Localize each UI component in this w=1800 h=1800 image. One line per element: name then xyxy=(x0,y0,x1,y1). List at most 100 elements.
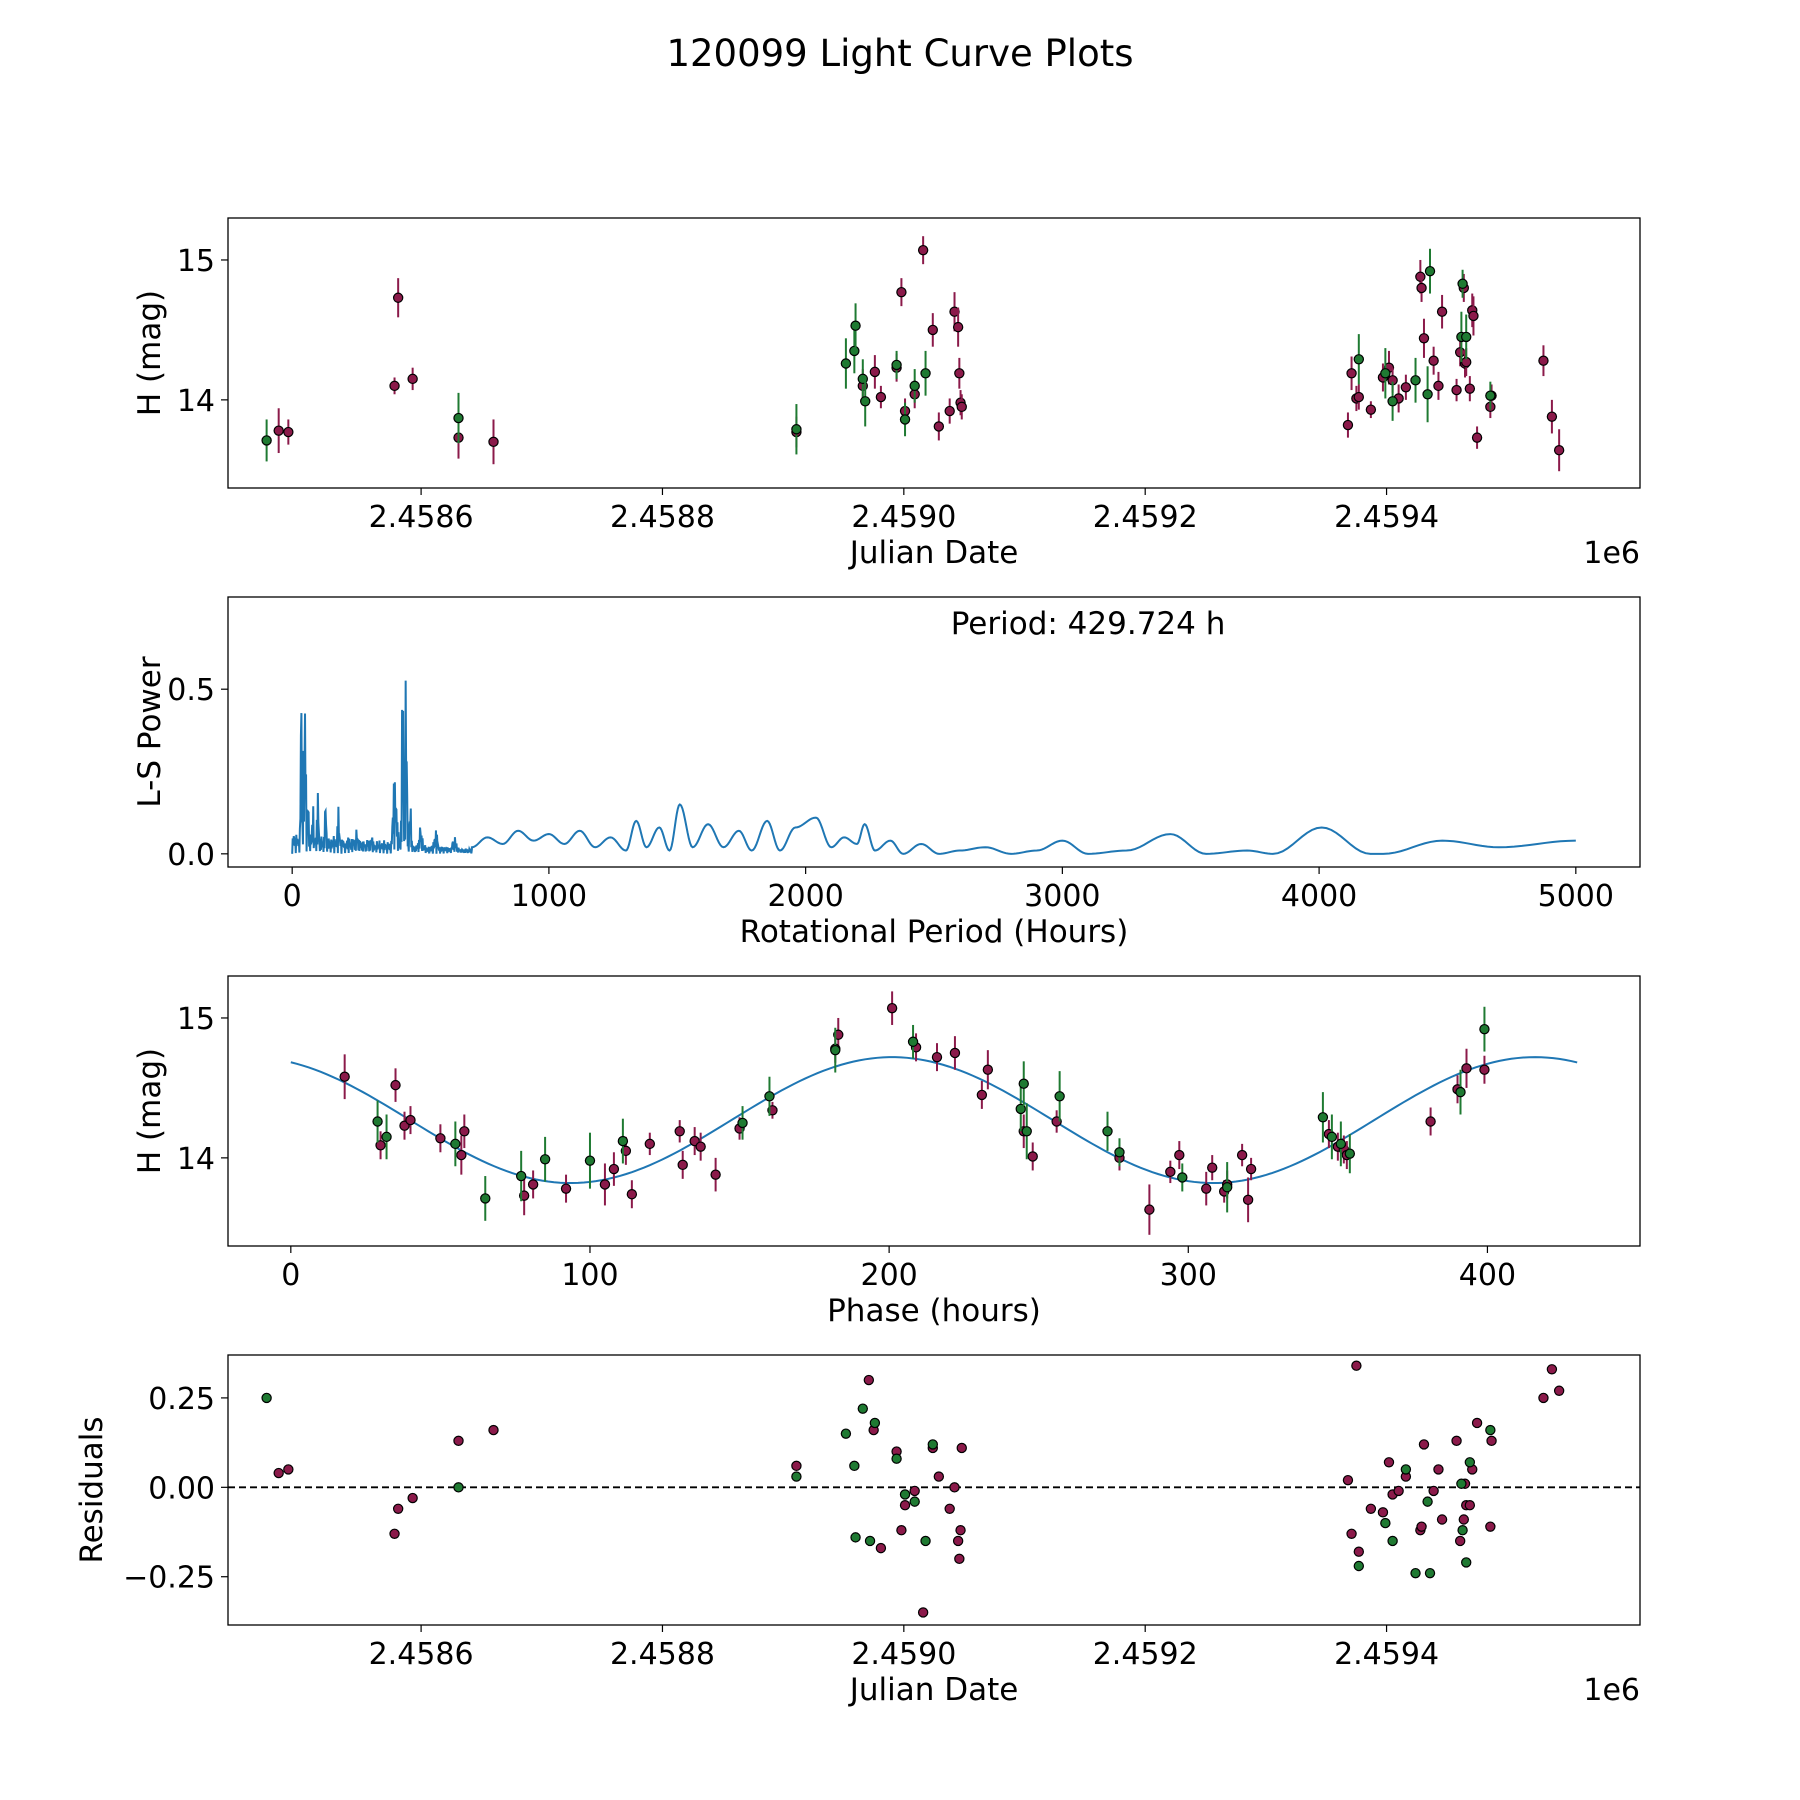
data-point xyxy=(830,1044,841,1056)
data-point xyxy=(909,1485,920,1497)
y-tick-label: 15 xyxy=(177,244,215,279)
data-point xyxy=(869,1417,881,1429)
data-point xyxy=(1485,390,1496,401)
series-purple xyxy=(273,236,1565,472)
data-point xyxy=(1144,1204,1155,1215)
data-point xyxy=(952,1535,964,1547)
data-point xyxy=(1433,1464,1444,1475)
data-point xyxy=(1015,1103,1026,1115)
data-point xyxy=(1400,382,1412,393)
data-point xyxy=(599,1179,611,1190)
data-point xyxy=(927,1439,938,1450)
data-point xyxy=(375,1140,386,1151)
data-point xyxy=(976,1089,988,1101)
data-point xyxy=(1451,384,1462,396)
data-point xyxy=(931,1051,943,1063)
data-point xyxy=(1425,1116,1436,1127)
data-point xyxy=(527,1179,539,1190)
x-tick-label: 5000 xyxy=(1538,879,1614,914)
data-point xyxy=(909,1496,920,1507)
data-point xyxy=(1424,265,1436,277)
series-green xyxy=(261,1392,1496,1579)
data-point xyxy=(933,1471,945,1482)
data-point xyxy=(952,321,964,333)
data-point xyxy=(1461,1063,1472,1074)
data-point xyxy=(737,1117,748,1129)
x-axis-label: Julian Date xyxy=(848,1672,1019,1708)
data-point xyxy=(764,1091,775,1102)
data-point xyxy=(1380,1517,1391,1529)
data-point xyxy=(453,1482,464,1493)
data-point xyxy=(389,1528,400,1540)
data-point xyxy=(917,1607,929,1618)
data-point xyxy=(1177,1172,1188,1183)
y-tick-label: 14 xyxy=(177,384,215,419)
data-point xyxy=(944,405,955,417)
data-point xyxy=(891,1453,902,1464)
series-purple xyxy=(273,1360,1565,1618)
data-point xyxy=(791,1471,802,1482)
data-point xyxy=(899,414,911,425)
x-tick-label: 0 xyxy=(283,879,302,914)
data-point xyxy=(1458,1514,1470,1525)
data-point xyxy=(381,1131,392,1143)
data-point xyxy=(1454,1535,1466,1547)
data-point xyxy=(695,1141,706,1152)
x-tick-label: 2.4594 xyxy=(1334,500,1439,535)
data-point xyxy=(1351,1360,1362,1371)
fit-curve xyxy=(290,1056,1578,1185)
data-point xyxy=(869,366,881,378)
y-axis-label: L-S Power xyxy=(132,656,168,807)
data-point xyxy=(1538,1392,1549,1404)
data-point xyxy=(1553,1385,1565,1396)
data-point xyxy=(1342,1474,1354,1486)
data-point xyxy=(435,1133,446,1144)
data-point xyxy=(372,1116,383,1127)
data-point xyxy=(955,1525,966,1536)
data-point xyxy=(1424,1567,1436,1579)
data-point xyxy=(1365,404,1377,415)
data-point xyxy=(273,425,284,436)
data-point xyxy=(608,1163,620,1175)
data-point xyxy=(710,1169,721,1180)
x-tick-label: 400 xyxy=(1459,1258,1516,1293)
y-tick-label: −0.25 xyxy=(123,1561,215,1596)
series-green xyxy=(261,248,1496,462)
y-tick-label: 0.25 xyxy=(148,1382,215,1417)
data-point xyxy=(1201,1183,1212,1194)
data-point xyxy=(849,345,860,357)
periodogram-line xyxy=(291,680,1576,855)
data-point xyxy=(1377,1507,1389,1518)
x-tick-label: 300 xyxy=(1160,1258,1217,1293)
data-point xyxy=(1422,389,1433,400)
y-tick-label: 14 xyxy=(177,1142,215,1177)
data-point xyxy=(1410,1567,1421,1579)
data-point xyxy=(459,1126,470,1137)
x-tick-label: 2.4590 xyxy=(851,1637,956,1672)
data-point xyxy=(1346,1528,1357,1540)
data-point xyxy=(390,1079,401,1091)
data-point xyxy=(1457,1525,1468,1536)
data-point xyxy=(1387,1535,1398,1547)
data-point xyxy=(860,396,871,407)
data-point xyxy=(899,1489,911,1500)
data-point xyxy=(1479,1023,1490,1035)
data-point xyxy=(850,320,861,331)
data-point xyxy=(450,1138,461,1150)
data-point xyxy=(1468,310,1479,322)
data-point xyxy=(920,368,931,379)
residuals-panel: 2.4586 2.4588 2.4590 2.4592 2.4594 0.25 0.00 −0… xyxy=(74,1354,1641,1708)
x-tick-label: 2.4590 xyxy=(851,500,956,535)
data-point xyxy=(949,1482,960,1493)
data-point xyxy=(1457,278,1468,289)
data-point xyxy=(886,1002,898,1014)
data-point xyxy=(864,1535,876,1547)
data-point xyxy=(453,1435,464,1447)
data-point xyxy=(1245,1163,1257,1175)
data-point xyxy=(392,1503,404,1514)
data-point xyxy=(1102,1126,1113,1137)
figure-title: 120099 Light Curve Plots xyxy=(666,32,1133,75)
data-point xyxy=(584,1155,596,1166)
x-axis-label: Phase (hours) xyxy=(827,1293,1041,1329)
